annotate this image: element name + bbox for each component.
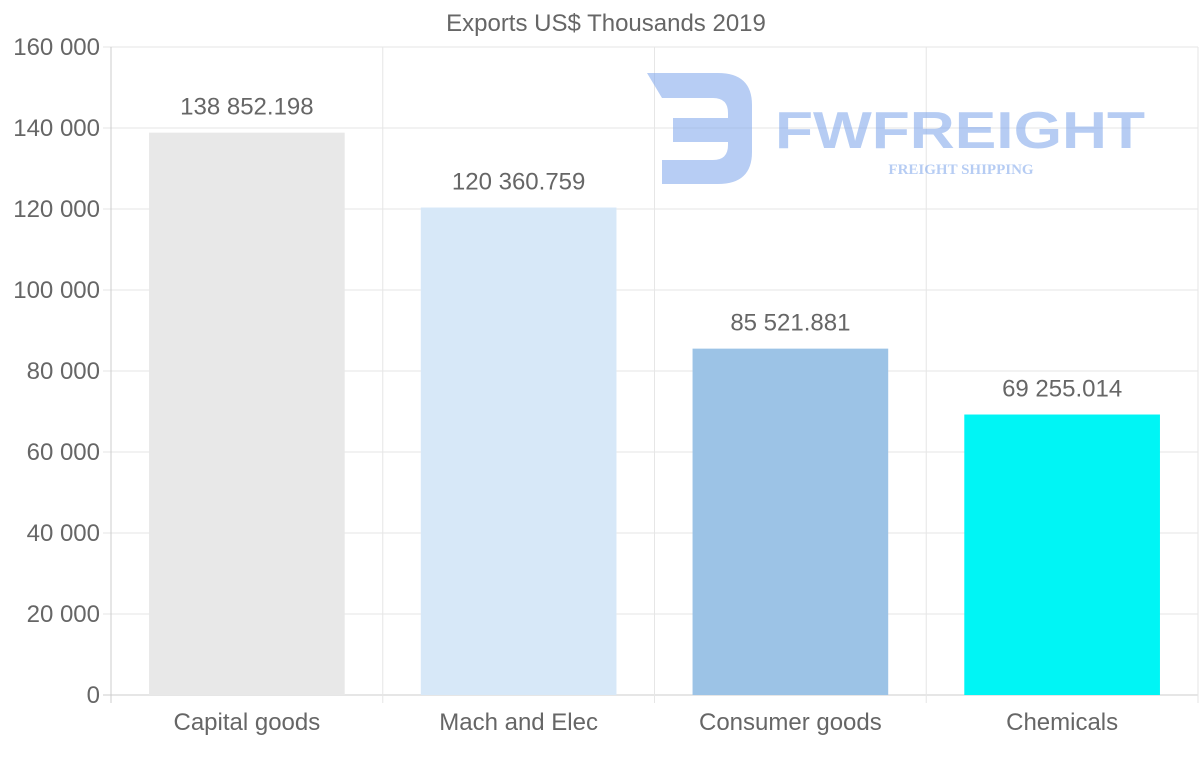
y-tick-label: 120 000 xyxy=(13,196,100,223)
y-tick-label: 20 000 xyxy=(27,601,100,628)
y-tick-label: 80 000 xyxy=(27,358,100,385)
chart-title: Exports US$ Thousands 2019 xyxy=(446,10,766,37)
watermark-brand: FWFREIGHT xyxy=(775,102,1145,160)
x-tick-label: Mach and Elec xyxy=(439,709,598,736)
x-tick-label: Consumer goods xyxy=(699,709,882,736)
bar xyxy=(964,414,1160,695)
y-tick-label: 40 000 xyxy=(27,520,100,547)
watermark-tagline: FREIGHT SHIPPING xyxy=(888,162,1033,178)
bars xyxy=(149,132,1160,695)
bar-value-label: 69 255.014 xyxy=(1002,376,1122,403)
bar xyxy=(692,348,889,695)
watermark-logo: FWFREIGHT FREIGHT SHIPPING xyxy=(647,73,1145,184)
y-tick-label: 100 000 xyxy=(13,277,100,304)
x-tick-label: Capital goods xyxy=(173,709,320,736)
x-tick-label: Chemicals xyxy=(1006,709,1118,736)
logo-mark-icon xyxy=(647,73,752,184)
y-tick-label: 160 000 xyxy=(13,34,100,61)
bar-value-label: 120 360.759 xyxy=(452,169,585,196)
y-tick-label: 140 000 xyxy=(13,115,100,142)
bar xyxy=(420,207,617,695)
y-tick-label: 60 000 xyxy=(27,439,100,466)
bar xyxy=(149,132,345,695)
y-axis: 0 20 000 40 000 60 000 80 000 100 000 120 000 1… xyxy=(13,34,100,709)
bar-value-label: 138 852.198 xyxy=(180,94,313,121)
bar-value-label: 85 521.881 xyxy=(730,310,850,337)
y-tick-label: 0 xyxy=(87,682,100,709)
x-axis: Capital goods Mach and Elec Consumer goods… xyxy=(173,709,1118,736)
value-labels: 138 852.198 120 360.759 85 521.881 69 255.0… xyxy=(180,94,1122,403)
